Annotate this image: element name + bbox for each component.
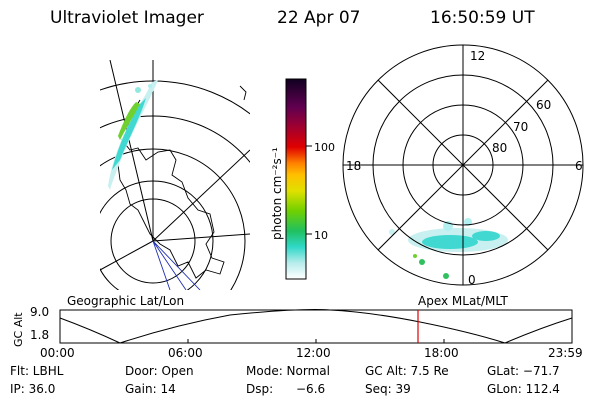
- time-label: 16:50:59 UT: [430, 8, 535, 28]
- mode-info: Mode: Normal: [246, 364, 330, 378]
- color-tick-10: 10: [314, 229, 328, 242]
- glon-info: GLon: 112.4: [487, 382, 560, 396]
- lat-label-70: 70: [513, 120, 528, 134]
- glat-info: GLat: −71.7: [487, 364, 560, 378]
- date-label: 22 Apr 07: [277, 8, 361, 28]
- mlt-label-6: 6: [575, 159, 583, 173]
- altitude-axis-label: GC Alt: [12, 312, 25, 347]
- altitude-tick-low: 1.8: [30, 328, 50, 342]
- lat-label-60: 60: [536, 98, 551, 112]
- time-tick-0000: 00:00: [40, 346, 75, 360]
- color-scale-bar: [285, 78, 307, 280]
- imager-graphics: 100 10 photon cm⁻²s⁻¹: [12, 44, 584, 347]
- apex-panel-label: Apex MLat/MLT: [418, 294, 508, 308]
- mlt-label-0: 0: [468, 273, 476, 287]
- filter-info: Flt: LBHL: [10, 364, 64, 378]
- gc-alt-info: GC Alt: 7.5 Re: [365, 364, 449, 378]
- app-title: Ultraviolet Imager: [50, 8, 204, 28]
- altitude-timeline-plot: [59, 309, 573, 344]
- seq-info: Seq: 39: [365, 382, 411, 396]
- mlt-label-12: 12: [470, 49, 485, 63]
- time-tick-1200: 12:00: [296, 346, 331, 360]
- time-tick-0600: 06:00: [168, 346, 203, 360]
- gain-info: Gain: 14: [125, 382, 176, 396]
- polar-mlt-plot: [342, 44, 584, 286]
- time-tick-2359: 23:59: [548, 346, 583, 360]
- ip-info: IP: 36.0: [10, 382, 56, 396]
- color-scale-ticks: [306, 145, 312, 235]
- door-info: Door: Open: [125, 364, 194, 378]
- geographic-panel-label: Geographic Lat/Lon: [67, 294, 185, 308]
- color-tick-100: 100: [314, 141, 335, 154]
- dsp-value: −6.6: [296, 382, 326, 396]
- geographic-map-panel: [100, 60, 250, 290]
- lat-label-80: 80: [492, 141, 507, 155]
- time-tick-1800: 18:00: [424, 346, 459, 360]
- color-scale-unit-label: photon cm⁻²s⁻¹: [270, 147, 284, 240]
- altitude-tick-high: 9.0: [30, 305, 50, 319]
- dsp-label: Dsp:: [246, 382, 274, 396]
- mlt-label-18: 18: [346, 159, 361, 173]
